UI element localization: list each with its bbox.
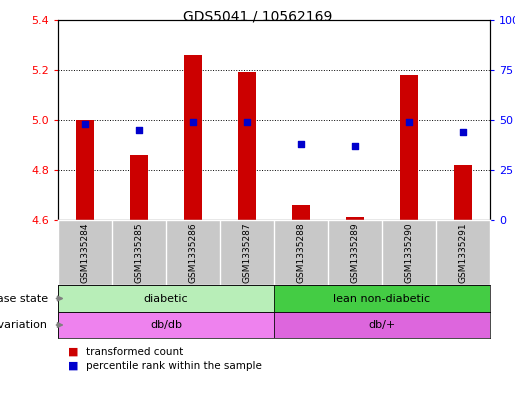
Text: GSM1335287: GSM1335287 — [243, 222, 251, 283]
Bar — [237, 72, 256, 220]
Text: db/db: db/db — [150, 320, 182, 330]
Bar — [183, 55, 202, 220]
Text: percentile rank within the sample: percentile rank within the sample — [87, 361, 262, 371]
Bar — [76, 120, 94, 220]
Point — [81, 121, 89, 127]
Point — [243, 119, 251, 125]
Text: GDS5041 / 10562169: GDS5041 / 10562169 — [183, 10, 332, 24]
Text: GSM1335288: GSM1335288 — [297, 222, 305, 283]
Text: GSM1335284: GSM1335284 — [80, 222, 90, 283]
Bar — [454, 165, 472, 220]
Text: ■: ■ — [68, 361, 79, 371]
Point — [459, 129, 467, 135]
Bar — [58, 312, 274, 338]
Point — [351, 143, 359, 149]
Bar — [130, 155, 148, 220]
Bar — [58, 285, 274, 312]
Text: GSM1335286: GSM1335286 — [188, 222, 197, 283]
Text: GSM1335289: GSM1335289 — [351, 222, 359, 283]
Text: GSM1335291: GSM1335291 — [458, 222, 468, 283]
Text: lean non-diabetic: lean non-diabetic — [333, 294, 431, 303]
Text: genotype/variation: genotype/variation — [0, 320, 48, 330]
Bar — [291, 205, 311, 220]
Point — [135, 127, 143, 133]
Text: transformed count: transformed count — [87, 347, 183, 357]
Text: GSM1335290: GSM1335290 — [404, 222, 414, 283]
Text: GSM1335285: GSM1335285 — [134, 222, 144, 283]
Bar — [346, 217, 365, 220]
Text: diabetic: diabetic — [144, 294, 188, 303]
Bar — [400, 75, 419, 220]
Point — [297, 141, 305, 147]
Point — [405, 119, 413, 125]
Bar — [274, 312, 490, 338]
Text: ■: ■ — [68, 347, 79, 357]
Text: db/+: db/+ — [368, 320, 396, 330]
Text: disease state: disease state — [0, 294, 48, 303]
Point — [189, 119, 197, 125]
Bar — [274, 285, 490, 312]
